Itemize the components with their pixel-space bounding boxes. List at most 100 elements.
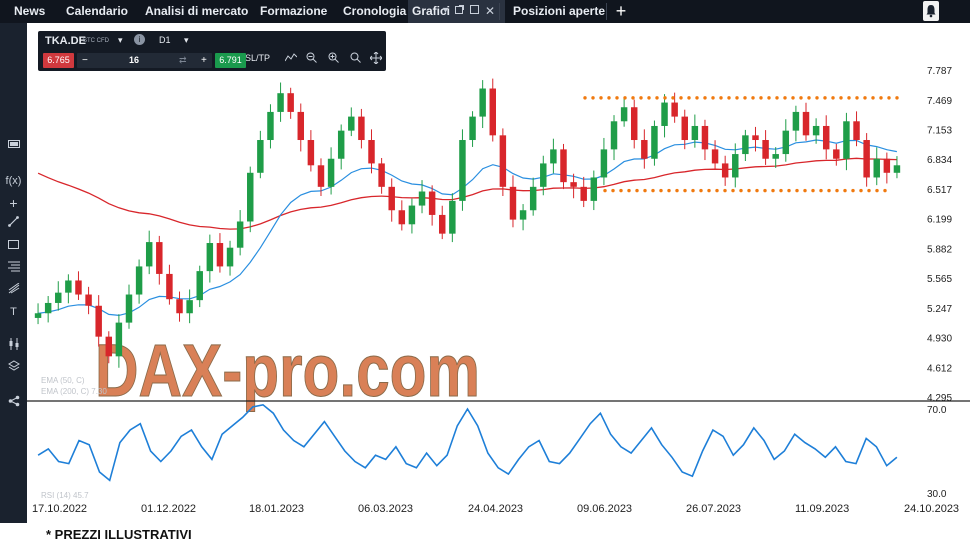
sell-price-button[interactable]: 6.765 bbox=[43, 53, 74, 68]
trend-tool-icon[interactable] bbox=[284, 53, 298, 64]
candle-body bbox=[115, 322, 123, 357]
pitchfork-icon[interactable] bbox=[0, 282, 27, 299]
rsi-tick-label: 70.0 bbox=[927, 405, 947, 416]
range-dot bbox=[635, 188, 639, 193]
range-dot bbox=[811, 188, 815, 193]
plus-icon[interactable]: + bbox=[615, 1, 627, 21]
tab-formazione[interactable]: Formazione bbox=[260, 4, 328, 18]
candle bbox=[226, 240, 234, 276]
tab-cronologia[interactable]: Cronologia bbox=[343, 4, 407, 18]
candle bbox=[863, 133, 870, 187]
range-dot bbox=[795, 188, 799, 193]
quantity-value[interactable]: 16 bbox=[129, 55, 140, 65]
symbol-label[interactable]: TKA.DE bbox=[45, 35, 86, 47]
range-dot bbox=[771, 188, 775, 193]
range-bottom-line[interactable] bbox=[603, 188, 887, 193]
indicator-settings-icon[interactable] bbox=[0, 338, 27, 354]
chart-area[interactable]: DAX-pro.com 7.787 7.469 7.153 6.834 6.517 6.1… bbox=[27, 23, 970, 523]
info-icon[interactable]: i bbox=[134, 34, 145, 45]
price-tick-label: 4.612 bbox=[927, 363, 952, 374]
candle-body bbox=[590, 177, 598, 201]
range-dot bbox=[611, 188, 615, 193]
timeframe-chevron-icon[interactable]: ▾ bbox=[184, 35, 189, 45]
trendline-icon[interactable] bbox=[0, 216, 27, 232]
candle bbox=[125, 284, 133, 329]
range-dot bbox=[747, 188, 751, 193]
tab-grafici[interactable]: Grafici bbox=[408, 0, 505, 23]
quantity-minus-button[interactable]: − bbox=[82, 55, 88, 66]
quantity-plus-button[interactable]: + bbox=[201, 55, 207, 66]
candle-body bbox=[802, 111, 810, 136]
bell-icon[interactable] bbox=[923, 1, 939, 21]
maximize-icon[interactable] bbox=[470, 1, 479, 24]
range-top-line[interactable] bbox=[583, 96, 899, 100]
quantity-stepper[interactable]: − 16 ⇄ + bbox=[77, 53, 212, 68]
range-dot bbox=[823, 96, 827, 100]
zoom-out-icon[interactable] bbox=[306, 52, 317, 65]
monitor-icon[interactable] bbox=[0, 139, 27, 155]
candle-body bbox=[610, 121, 618, 150]
rectangle-icon[interactable] bbox=[0, 238, 27, 254]
range-dot bbox=[859, 188, 863, 193]
buy-price-button[interactable]: 6.791 bbox=[215, 53, 246, 68]
legend-ema200: EMA (200, C) 7.30 bbox=[41, 387, 107, 396]
range-dot bbox=[743, 96, 747, 100]
range-dot bbox=[763, 188, 767, 193]
candle-body bbox=[449, 200, 456, 234]
candle-body bbox=[156, 242, 163, 274]
share-icon[interactable] bbox=[0, 395, 27, 411]
range-dot bbox=[831, 96, 835, 100]
candle-body bbox=[641, 140, 648, 159]
range-dot bbox=[699, 188, 703, 193]
candle-body bbox=[176, 299, 183, 314]
date-tick-label: 01.12.2022 bbox=[141, 503, 196, 515]
rsi-tick-label: 30.0 bbox=[927, 489, 947, 500]
candle-body bbox=[853, 121, 860, 141]
tab-analisi-di-mercato[interactable]: Analisi di mercato bbox=[145, 4, 249, 18]
range-dot bbox=[647, 96, 651, 100]
layers-icon[interactable] bbox=[0, 360, 27, 376]
candle bbox=[853, 111, 860, 147]
candle-body bbox=[600, 149, 608, 178]
ema50-line-layer bbox=[38, 139, 898, 317]
swap-icon[interactable]: ⇄ bbox=[179, 55, 187, 65]
candle-body bbox=[307, 140, 315, 166]
candle-body bbox=[772, 154, 779, 159]
candle bbox=[732, 143, 739, 188]
range-dot bbox=[711, 96, 715, 100]
range-dot bbox=[807, 96, 811, 100]
crosshair-icon[interactable]: + bbox=[9, 195, 18, 211]
candle bbox=[721, 155, 729, 186]
fibonacci-icon[interactable] bbox=[0, 261, 27, 277]
legend-rsi: RSI (14) 45.7 bbox=[41, 491, 89, 500]
candle-body bbox=[843, 121, 850, 159]
candle bbox=[489, 78, 496, 142]
range-dot bbox=[679, 96, 683, 100]
candle bbox=[833, 143, 840, 166]
chart-canvas[interactable]: DAX-pro.com 7.787 7.469 7.153 6.834 6.517 6.1… bbox=[27, 23, 970, 523]
tab-calendario[interactable]: Calendario bbox=[66, 4, 129, 18]
tab-news[interactable]: News bbox=[14, 4, 46, 18]
candle-body bbox=[368, 140, 375, 164]
close-icon[interactable]: ✕ bbox=[485, 4, 496, 18]
range-dot bbox=[631, 96, 635, 100]
candle-body bbox=[701, 125, 709, 150]
tab-posizioni-aperte[interactable]: Posizioni aperte bbox=[513, 4, 606, 18]
symbol-chevron-icon[interactable]: ▾ bbox=[118, 35, 123, 45]
candle bbox=[378, 157, 385, 194]
chevron-down-icon[interactable]: ▾ bbox=[443, 5, 449, 16]
zoom-reset-icon[interactable] bbox=[350, 52, 361, 65]
candle-body bbox=[388, 186, 395, 211]
candle bbox=[327, 147, 335, 195]
range-dot bbox=[627, 188, 631, 193]
candle bbox=[742, 129, 749, 161]
move-icon[interactable] bbox=[369, 51, 383, 66]
candle bbox=[418, 180, 426, 214]
sltp-button[interactable]: SL/TP bbox=[245, 53, 271, 63]
text-icon[interactable]: T bbox=[10, 306, 17, 318]
function-icon[interactable]: f(x) bbox=[5, 175, 22, 187]
zoom-in-icon[interactable] bbox=[328, 52, 339, 65]
watermark-text: DAX-pro.com bbox=[95, 329, 480, 412]
timeframe-selector[interactable]: D1 bbox=[159, 35, 171, 45]
external-window-icon[interactable] bbox=[455, 1, 464, 24]
